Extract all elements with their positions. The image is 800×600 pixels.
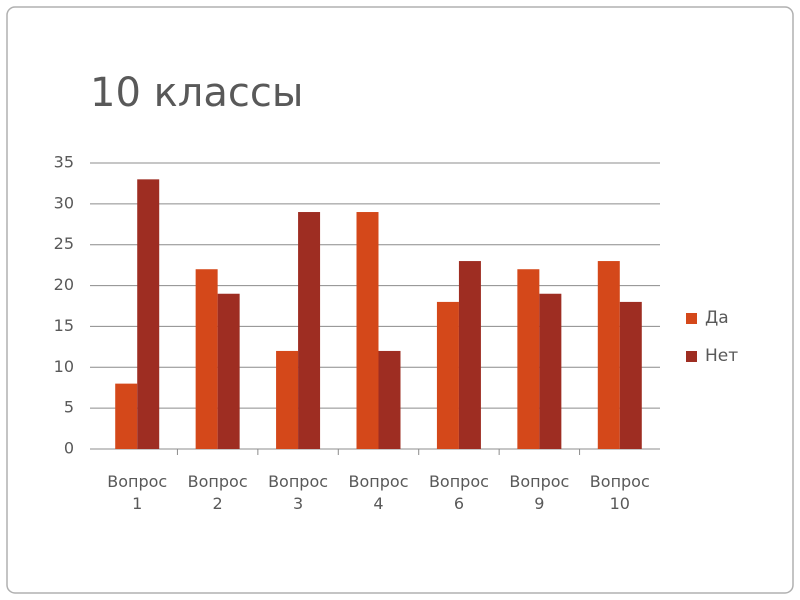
x-tick-label: Вопрос 1	[107, 472, 168, 513]
bar	[619, 301, 642, 449]
x-tick-label: Вопрос 9	[509, 472, 570, 513]
y-tick-label: 0	[64, 439, 74, 458]
y-tick-label: 20	[54, 275, 74, 294]
y-tick-label: 35	[54, 153, 74, 172]
y-tick-label: 25	[54, 234, 74, 253]
bar	[458, 261, 481, 449]
bar	[378, 350, 401, 449]
bar	[356, 212, 379, 449]
x-tick-label: Вопрос 3	[268, 472, 329, 513]
bar	[597, 261, 620, 449]
legend-swatch	[686, 313, 697, 324]
bar	[115, 383, 138, 449]
x-tick-label: Вопрос 10	[589, 472, 650, 513]
x-tick-label: Вопрос 6	[428, 472, 489, 513]
bar	[539, 293, 562, 449]
bar	[298, 212, 321, 449]
x-tick-label: Вопрос 4	[348, 472, 409, 513]
bar	[217, 293, 240, 449]
bar	[195, 269, 218, 449]
chart-title: 10 классы	[90, 70, 303, 116]
bar	[517, 269, 540, 449]
bar	[276, 350, 299, 449]
legend-label: Да	[705, 308, 729, 328]
y-tick-label: 30	[54, 193, 74, 212]
bar	[137, 179, 160, 450]
legend-label: Нет	[705, 346, 738, 366]
y-tick-label: 15	[54, 316, 74, 335]
legend-swatch	[686, 351, 697, 362]
y-tick-label: 10	[54, 357, 74, 376]
bar	[436, 301, 459, 449]
x-tick-label: Вопрос 2	[187, 472, 248, 513]
y-tick-label: 5	[64, 398, 74, 417]
